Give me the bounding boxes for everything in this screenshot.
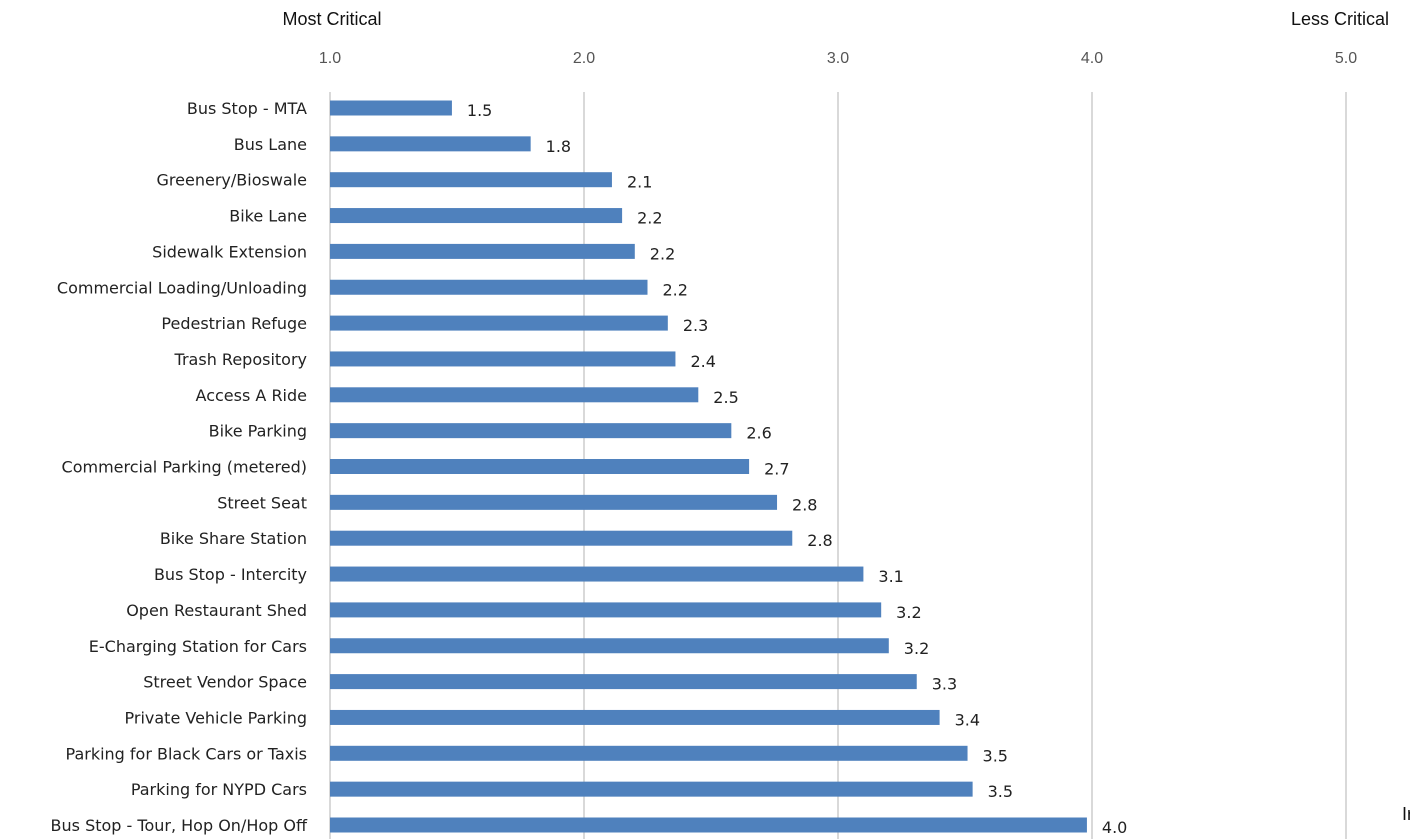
right-annotation: Less Critical (1291, 9, 1389, 29)
bar (330, 459, 750, 474)
value-label: 2.1 (627, 173, 652, 192)
bar (330, 351, 676, 367)
bar (330, 745, 968, 761)
x-tick-label: 2.0 (573, 50, 595, 67)
x-tick-label: 4.0 (1081, 50, 1103, 67)
value-label: 3.4 (955, 710, 980, 729)
bar (330, 638, 889, 654)
bar (330, 423, 732, 439)
bar (330, 530, 793, 546)
bar (330, 243, 635, 259)
bar (330, 208, 623, 224)
bar (330, 566, 864, 582)
category-label: Commercial Loading/Unloading (57, 278, 307, 297)
value-label: 2.8 (792, 495, 817, 514)
value-label: 2.3 (683, 316, 708, 335)
category-label: Bus Lane (234, 135, 307, 154)
value-label: 3.1 (878, 567, 903, 586)
category-label: Sidewalk Extension (152, 242, 307, 261)
value-label: 1.5 (467, 101, 492, 120)
category-label: Parking for NYPD Cars (131, 780, 307, 799)
left-annotation: Most Critical (282, 9, 381, 29)
category-label: Commercial Parking (metered) (62, 458, 307, 477)
category-label: Bus Stop - Tour, Hop On/Hop Off (51, 816, 308, 835)
value-label: 2.5 (713, 388, 738, 407)
value-label: 1.8 (546, 137, 571, 156)
value-label: 3.2 (896, 603, 921, 622)
bar (330, 387, 699, 403)
category-label: Access A Ride (196, 386, 307, 405)
category-label: Bike Parking (209, 422, 307, 441)
bar (330, 494, 778, 510)
value-label: 2.6 (746, 424, 771, 443)
bar (330, 781, 973, 797)
category-label: Pedestrian Refuge (161, 314, 307, 333)
category-label: Bus Stop - MTA (187, 99, 307, 118)
category-label: Open Restaurant Shed (126, 601, 307, 620)
category-label: Bike Share Station (160, 529, 307, 548)
value-label: 3.5 (988, 782, 1013, 801)
category-label: Bus Stop - Intercity (154, 565, 307, 584)
bar (330, 172, 612, 188)
x-axis-ticks: 1.0 2.0 3.0 4.0 5.0 (319, 50, 1357, 67)
x-tick-label: 1.0 (319, 50, 341, 67)
category-label: Greenery/Bioswale (157, 171, 307, 190)
value-label: 2.2 (663, 280, 688, 299)
value-label: 3.3 (932, 675, 957, 694)
value-label: 2.2 (637, 209, 662, 228)
value-label: 2.4 (690, 352, 715, 371)
value-label: 3.2 (904, 639, 929, 658)
category-label: Parking for Black Cars or Taxis (66, 744, 307, 763)
bar (330, 279, 648, 295)
bar (330, 100, 452, 116)
category-label: Trash Repository (174, 350, 307, 369)
x-tick-label: 3.0 (827, 50, 849, 67)
category-label: Street Seat (217, 493, 307, 512)
value-label: 2.7 (764, 460, 789, 479)
value-label: 2.2 (650, 244, 675, 263)
value-label: 3.5 (983, 746, 1008, 765)
bars (330, 100, 1087, 833)
value-label: 2.8 (807, 531, 832, 550)
category-label: Street Vendor Space (143, 673, 307, 692)
category-label: Bike Lane (229, 207, 307, 226)
value-label: 4.0 (1102, 818, 1127, 837)
bar (330, 674, 917, 690)
bar (330, 136, 531, 152)
bar (330, 817, 1087, 833)
value-labels: 1.51.82.12.22.22.22.32.42.52.62.72.82.83… (467, 101, 1127, 837)
bar (330, 709, 940, 725)
category-labels: Bus Stop - MTA Bus Lane Greenery/Bioswale B… (51, 99, 308, 835)
category-label: E-Charging Station for Cars (89, 637, 307, 656)
corner-fragment: Ir (1402, 804, 1410, 824)
bar (330, 315, 668, 331)
bar (330, 602, 882, 618)
category-label: Private Vehicle Parking (125, 708, 308, 727)
x-tick-label: 5.0 (1335, 50, 1357, 67)
